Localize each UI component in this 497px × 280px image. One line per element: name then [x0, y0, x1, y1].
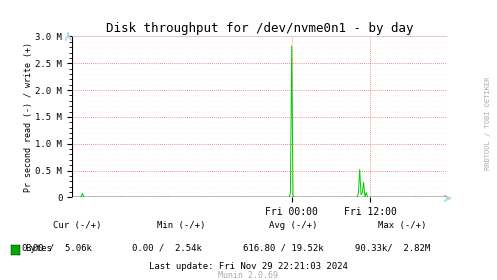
- Text: Last update: Fri Nov 29 22:21:03 2024: Last update: Fri Nov 29 22:21:03 2024: [149, 262, 348, 271]
- Text: 0.00 /  5.06k: 0.00 / 5.06k: [22, 244, 92, 253]
- Text: Munin 2.0.69: Munin 2.0.69: [219, 271, 278, 280]
- Text: RRDTOOL / TOBI OETIKER: RRDTOOL / TOBI OETIKER: [485, 76, 491, 170]
- Text: Bytes: Bytes: [25, 244, 52, 253]
- Y-axis label: Pr second read (-) / write (+): Pr second read (-) / write (+): [24, 42, 33, 192]
- Text: 0.00 /  2.54k: 0.00 / 2.54k: [132, 244, 201, 253]
- Text: 90.33k/  2.82M: 90.33k/ 2.82M: [355, 244, 430, 253]
- Text: Cur (-/+): Cur (-/+): [53, 221, 101, 230]
- Text: Avg (-/+): Avg (-/+): [269, 221, 318, 230]
- Text: Max (-/+): Max (-/+): [378, 221, 427, 230]
- Title: Disk throughput for /dev/nvme0n1 - by day: Disk throughput for /dev/nvme0n1 - by da…: [106, 22, 414, 35]
- Text: 616.80 / 19.52k: 616.80 / 19.52k: [243, 244, 324, 253]
- Text: Min (-/+): Min (-/+): [157, 221, 206, 230]
